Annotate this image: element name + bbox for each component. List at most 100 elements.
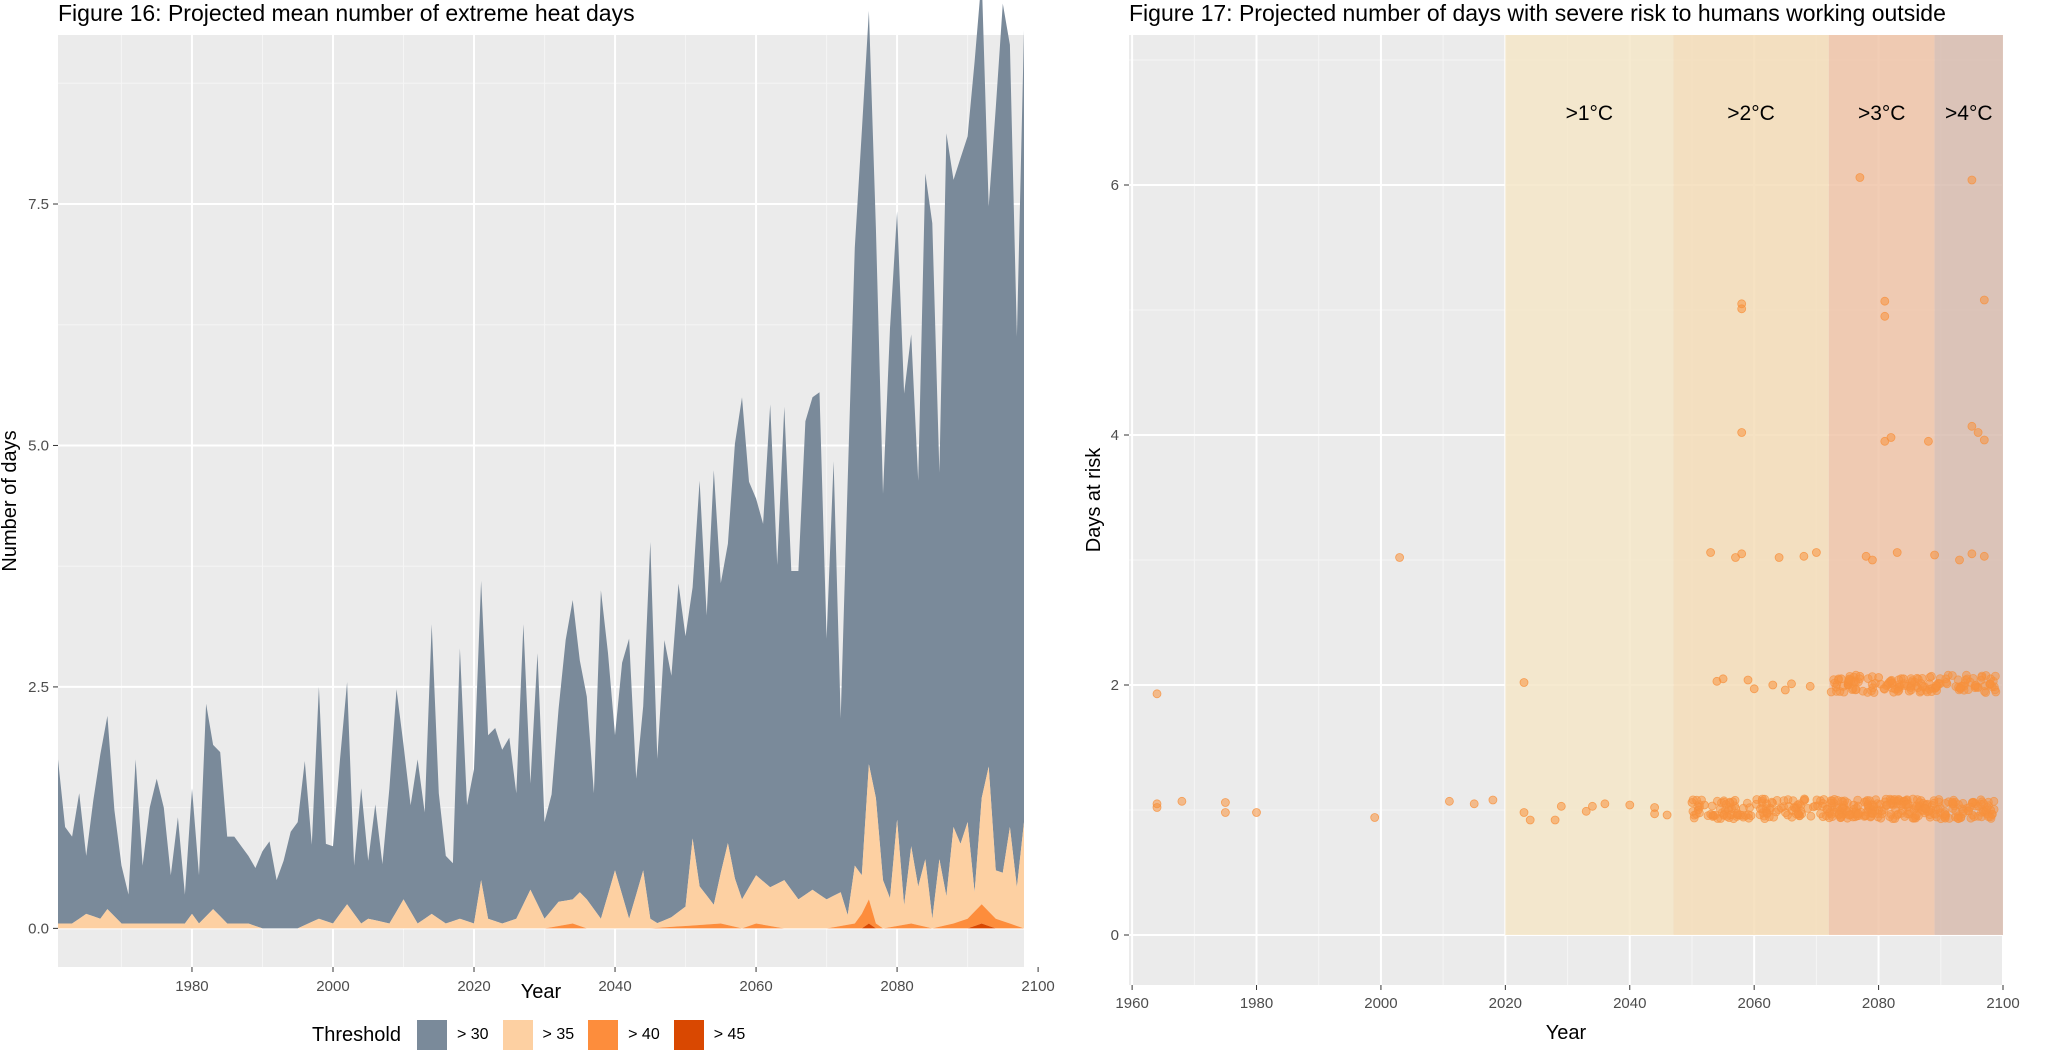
scatter-point (1851, 677, 1860, 687)
figure-17-title: Figure 17: Projected number of days with… (1129, 0, 1946, 26)
scatter-point (1951, 806, 1961, 816)
y-axis-label: Number of days (0, 430, 21, 571)
warming-band-label-2: >2°C (1727, 102, 1775, 125)
scatter-point (1488, 795, 1498, 805)
scatter-point (1885, 812, 1895, 821)
x-tick-label: 2000 (1364, 995, 1397, 1012)
scatter-point (1973, 428, 1983, 437)
scatter-point (1955, 683, 1965, 693)
scatter-point (1845, 810, 1855, 819)
legend-label-40: > 40 (628, 1026, 660, 1043)
scatter-point (1768, 680, 1778, 690)
y-tick-label: 7.5 (28, 196, 49, 213)
scatter-point (1935, 674, 1945, 683)
scatter-point (1758, 794, 1767, 804)
scatter-point (1853, 809, 1863, 819)
scatter-point (1762, 808, 1772, 818)
scatter-point (1152, 689, 1162, 699)
figure-16-title: Figure 16: Projected mean number of extr… (58, 0, 635, 26)
y-tick-label: 6 (1111, 177, 1119, 194)
scatter-point (1600, 799, 1610, 809)
scatter-point (1697, 795, 1706, 805)
scatter-point (1862, 796, 1872, 805)
scatter-point (1966, 813, 1976, 823)
legend-key-30 (416, 1020, 447, 1050)
legend-key-45 (673, 1020, 704, 1050)
warming-band-label-4: >4°C (1945, 102, 1993, 125)
figure-16-chart: 0.0 2.5 5.0 7.5 1980 2000 2020 2040 2060 2080 2100… (0, 0, 1055, 1003)
scatter-point (1861, 811, 1870, 820)
scatter-point (1930, 550, 1939, 560)
scatter-point (1907, 676, 1917, 686)
y-axis-label: Days at risk (1083, 447, 1105, 552)
scatter-point (1882, 801, 1891, 810)
scatter-point (1940, 809, 1950, 819)
x-tick-label: 2020 (1489, 995, 1522, 1012)
y-tick-label: 2 (1111, 677, 1119, 694)
scatter-point (1581, 806, 1591, 816)
scatter-point (1979, 435, 1989, 445)
warming-band-2 (1673, 35, 1829, 935)
scatter-point (1853, 795, 1863, 805)
scatter-point (1177, 796, 1187, 806)
scatter-point (1955, 555, 1964, 565)
scatter-point (1980, 687, 1989, 696)
scatter-point (1876, 679, 1886, 689)
scatter-point (1900, 812, 1910, 821)
area-series-30 (58, 0, 1024, 929)
scatter-point (1840, 796, 1849, 806)
scatter-point (1927, 687, 1936, 696)
legend-item-35: > 35 (502, 1020, 574, 1050)
scatter-point (1152, 803, 1162, 812)
warming-band-3 (1828, 35, 1935, 935)
x-tick-label: 2080 (880, 978, 913, 995)
scatter-point (1965, 802, 1975, 812)
x-axis-label: Year (521, 981, 562, 1003)
legend-item-45: > 45 (673, 1020, 745, 1050)
scatter-point (1221, 808, 1230, 817)
scatter-point (1869, 688, 1879, 697)
scatter-point (1929, 798, 1939, 808)
x-tick-label: 2060 (739, 978, 772, 995)
x-tick-label: 2040 (598, 978, 631, 995)
scatter-point (1795, 799, 1804, 809)
scatter-point (1743, 675, 1753, 685)
y-tick-label: 0 (1111, 927, 1119, 944)
scatter-point (1787, 679, 1796, 689)
y-tick-label: 2.5 (28, 679, 49, 696)
x-tick-label: 1980 (1240, 995, 1273, 1012)
scatter-point (1721, 800, 1731, 809)
scatter-point (1868, 555, 1877, 565)
scatter-point (1979, 799, 1989, 809)
scatter-point (1962, 674, 1972, 684)
scatter-point (1712, 796, 1722, 806)
scatter-point (1886, 433, 1896, 442)
scatter-point (1991, 671, 2000, 681)
warming-band-4 (1934, 35, 2003, 935)
scatter-point (1808, 802, 1818, 812)
scatter-point (1912, 810, 1921, 820)
scatter-point (1880, 296, 1890, 306)
scatter-point (1858, 686, 1868, 696)
scatter-point (1904, 686, 1914, 696)
scatter-point (1891, 805, 1900, 815)
x-tick-label: 1960 (1115, 995, 1148, 1012)
scatter-point (1984, 812, 1993, 821)
x-tick-label: 1980 (175, 978, 208, 995)
scatter-point (1525, 815, 1535, 825)
scatter-point (1519, 678, 1529, 687)
warming-band-label-1: >1°C (1566, 102, 1614, 125)
scatter-point (1812, 548, 1821, 557)
scatter-point (1395, 553, 1404, 562)
scatter-point (1899, 679, 1909, 689)
scatter-point (1880, 311, 1890, 321)
scatter-point (1836, 813, 1846, 822)
scatter-point (1931, 681, 1941, 690)
y-tick-label: 5.0 (28, 437, 49, 454)
x-tick-label: 2100 (1986, 995, 2019, 1012)
scatter-point (1706, 548, 1715, 557)
scatter-point (1556, 801, 1566, 811)
scatter-point (1780, 685, 1790, 695)
x-tick-label: 2040 (1613, 995, 1646, 1012)
